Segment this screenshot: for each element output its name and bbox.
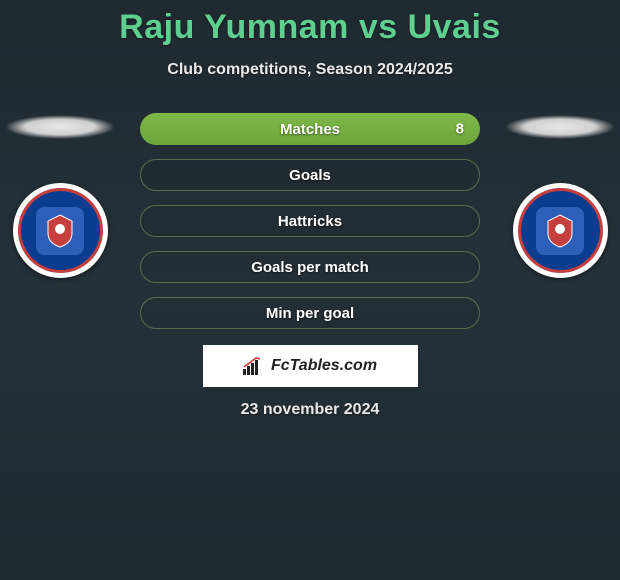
stats-list: Matches 8 Goals Hattricks Goals per matc… (140, 113, 480, 329)
club-crest-icon (536, 207, 584, 255)
main-panel: Matches 8 Goals Hattricks Goals per matc… (0, 113, 620, 419)
comparison-title: Raju Yumnam vs Uvais (0, 0, 620, 47)
fctables-label: FcTables.com (271, 357, 377, 375)
stat-label: Hattricks (278, 213, 342, 230)
comparison-subtitle: Club competitions, Season 2024/2025 (0, 61, 620, 79)
stat-row-matches: Matches 8 (140, 113, 480, 145)
player-left-silhouette (5, 115, 115, 139)
fctables-watermark: FcTables.com (203, 345, 418, 387)
stat-row-goals-per-match: Goals per match (140, 251, 480, 283)
player-right-silhouette (505, 115, 615, 139)
stat-label: Goals per match (251, 259, 369, 276)
bar-chart-icon (243, 357, 265, 375)
player-left-column (0, 113, 120, 278)
player-right-club-logo (513, 183, 608, 278)
player-right-column (500, 113, 620, 278)
stat-label: Min per goal (266, 305, 354, 322)
stat-value-right: 8 (456, 121, 464, 138)
club-crest-icon (36, 207, 84, 255)
stat-label: Goals (289, 167, 331, 184)
stat-row-goals: Goals (140, 159, 480, 191)
stat-row-hattricks: Hattricks (140, 205, 480, 237)
player-left-club-logo (13, 183, 108, 278)
comparison-date: 23 november 2024 (0, 401, 620, 419)
stat-label: Matches (280, 121, 340, 138)
stat-row-min-per-goal: Min per goal (140, 297, 480, 329)
